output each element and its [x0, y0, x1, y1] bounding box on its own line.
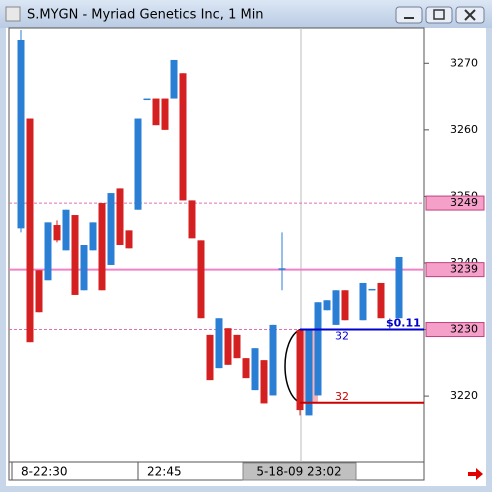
candle-body — [341, 290, 349, 321]
candle-body — [206, 334, 214, 381]
candle-body — [170, 59, 178, 99]
candle-body — [107, 193, 115, 265]
x-axis-strip — [8, 461, 425, 481]
candle-body — [305, 330, 313, 416]
x-tick-label: 8-22:30 — [21, 465, 68, 479]
close-icon — [464, 9, 476, 21]
candle-body — [314, 302, 322, 396]
window-buttons[interactable] — [395, 6, 485, 24]
candle-body — [98, 203, 106, 291]
candle-body — [62, 209, 70, 251]
candle-body — [323, 300, 331, 311]
minimize-icon — [404, 17, 414, 19]
candle-body — [53, 225, 61, 241]
candle-body — [395, 256, 403, 319]
candle-body — [359, 282, 367, 321]
order-quantity: 32 — [335, 330, 349, 343]
candle-body — [188, 200, 196, 239]
minimize-button[interactable] — [395, 6, 423, 24]
candle-body — [152, 98, 160, 126]
window-title: S.MYGN - Myriad Genetics Inc, 1 Min — [27, 8, 264, 23]
candle-body — [44, 222, 52, 281]
candle-body — [125, 230, 133, 249]
x-tick-label: 5-18-09 23:02 — [256, 465, 341, 479]
y-tick-label: 3260 — [450, 123, 478, 136]
candle-body — [80, 245, 88, 291]
candle-body — [116, 188, 124, 245]
candle-body — [251, 348, 259, 391]
crosshair-time-box — [242, 462, 357, 481]
candle-body — [377, 282, 385, 319]
candle-body — [134, 118, 142, 210]
maximize-icon — [433, 9, 445, 20]
level-box — [425, 195, 485, 211]
x-tick-label: 22:45 — [147, 465, 182, 479]
candle-body — [26, 118, 34, 343]
y-tick-label: 3270 — [450, 56, 478, 69]
order-quantity: 32 — [335, 390, 349, 403]
scroll-arrow[interactable] — [468, 468, 483, 480]
level-box-label: 3239 — [450, 263, 478, 276]
candle-body — [368, 288, 376, 291]
y-tick-label: 3220 — [450, 389, 478, 402]
maximize-button[interactable] — [425, 6, 453, 24]
candle-body — [224, 328, 232, 365]
candle-body — [296, 330, 304, 411]
candle-body — [179, 73, 187, 201]
candle-body — [260, 360, 268, 404]
candle-body — [278, 268, 286, 270]
candle-body — [35, 270, 43, 313]
level-box-label: 3249 — [450, 196, 478, 209]
candle-body — [197, 240, 205, 319]
candle-body — [17, 39, 25, 229]
level-box-label: 3230 — [450, 323, 478, 336]
plot-area — [8, 27, 425, 463]
candle-body — [233, 334, 241, 359]
level-box — [425, 322, 485, 338]
candle-body — [269, 324, 277, 396]
candle-body — [143, 98, 151, 101]
level-box — [425, 262, 485, 278]
window-icon — [5, 6, 21, 22]
candle-body — [332, 290, 340, 325]
candle-body — [161, 98, 169, 130]
pnl-label: $0.11 — [386, 317, 421, 330]
candle-body — [71, 215, 79, 295]
selection-arc — [284, 328, 301, 404]
candle-body — [89, 222, 97, 251]
candle-body — [215, 318, 223, 369]
candle-body — [242, 358, 250, 379]
